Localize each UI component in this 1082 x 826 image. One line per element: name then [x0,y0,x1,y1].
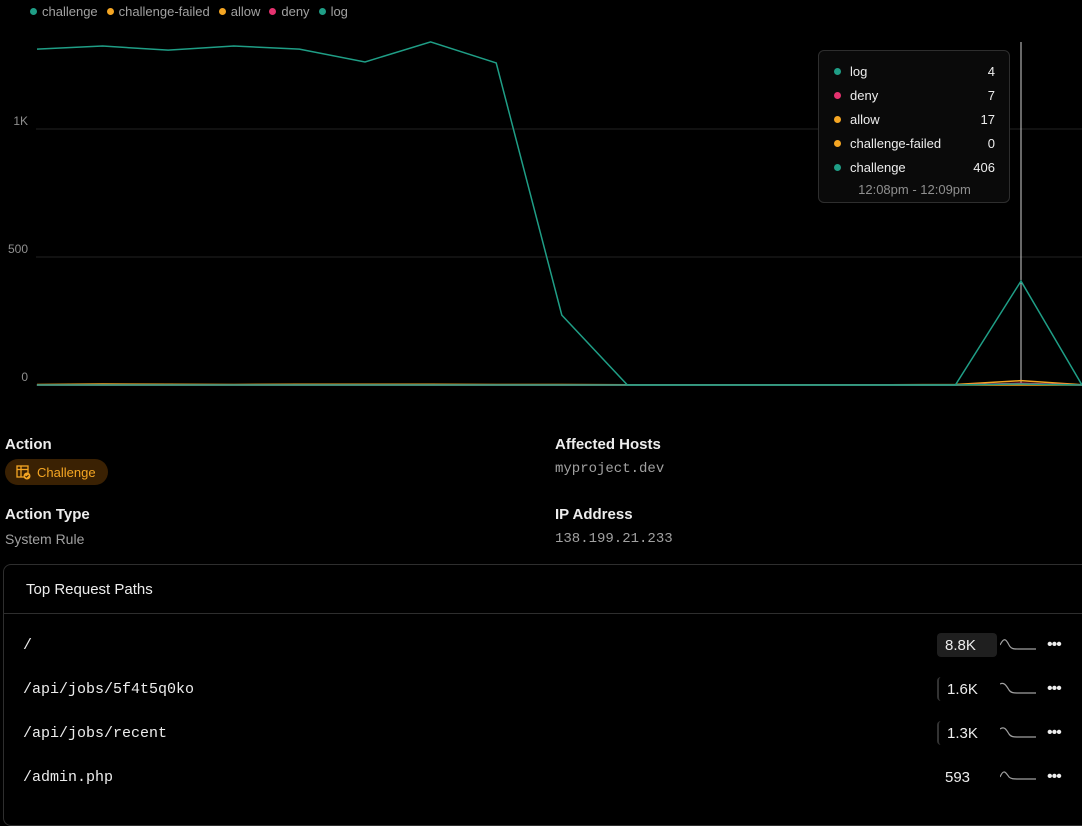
top-request-paths-panel: Top Request Paths / 8.8K ••• /api/jobs/5… [3,564,1082,826]
path-text[interactable]: / [23,636,33,654]
ip-label: IP Address [555,506,633,523]
path-row[interactable]: / 8.8K ••• [4,623,1082,667]
hosts-value: myproject.dev [555,461,665,477]
more-options-icon[interactable]: ••• [1047,768,1062,785]
tooltip-row: challenge 406 [834,155,995,179]
action-value: Challenge [37,464,96,480]
dot-icon [834,139,841,147]
dot-icon [834,115,841,123]
action-label: Action [5,436,52,453]
legend-item[interactable]: allow [218,4,261,19]
tooltip-row: challenge-failed 0 [834,131,995,155]
path-text[interactable]: /api/jobs/5f4t5q0ko [23,680,195,698]
dot-icon [218,8,226,15]
path-text[interactable]: /api/jobs/recent [23,724,168,742]
tooltip-value: 0 [987,135,995,151]
hosts-field: Affected Hosts myproject.dev [555,436,664,477]
legend-label: log [330,4,348,19]
legend-label: deny [281,4,310,19]
tooltip-row: deny 7 [834,83,995,107]
series-line-challenge [36,41,1082,386]
tooltip-time: 12:08pm - 12:09pm [858,182,971,197]
dot-icon [269,8,277,15]
path-text[interactable]: /admin.php [23,768,114,786]
ip-value: 138.199.21.233 [555,531,673,547]
more-options-icon[interactable]: ••• [1047,636,1062,653]
legend-item[interactable]: deny [269,4,310,19]
path-row[interactable]: /api/jobs/5f4t5q0ko 1.6K ••• [4,667,1082,711]
dot-icon [318,8,326,15]
path-count: 593 [945,768,971,786]
tooltip-value: 17 [980,111,995,127]
tooltip-value: 7 [987,87,995,103]
tooltip-series: allow [850,111,880,127]
sparkline [1000,639,1036,650]
sparkline [1000,771,1036,780]
dot-icon [834,163,841,171]
legend-label: allow [230,4,261,19]
tooltip-value: 406 [973,159,995,175]
dot-icon [30,8,37,15]
table-check-icon [16,464,31,479]
action-field: Action Challenge [5,436,108,485]
path-count: 1.3K [937,721,997,745]
chart-tooltip: log 4 deny 7 allow 17 challenge-failed 0 challen… [818,50,1010,203]
tooltip-value: 4 [987,63,995,79]
panel-title: Top Request Paths [4,565,1082,614]
tooltip-series: challenge [850,159,906,175]
legend-label: challenge [42,4,98,19]
tooltip-row: log 4 [834,59,995,83]
sparkline [1000,727,1036,738]
chart-legend: challenge challenge-failed allow deny lo… [30,4,348,19]
action-type-value: System Rule [5,531,85,547]
legend-item[interactable]: challenge [30,4,98,19]
tooltip-series: challenge-failed [850,135,942,151]
legend-item[interactable]: challenge-failed [106,4,210,19]
y-tick-label: 1K [13,114,28,128]
action-type-field: Action Type System Rule [5,506,90,547]
sparkline [1000,682,1036,694]
ip-field: IP Address 138.199.21.233 [555,506,673,547]
dot-icon [834,67,841,75]
tooltip-series: deny [850,87,879,103]
action-badge: Challenge [5,459,108,485]
y-tick-label: 500 [8,242,28,256]
more-options-icon[interactable]: ••• [1047,724,1062,741]
tooltip-row: allow 17 [834,107,995,131]
requests-chart[interactable]: 0 500 1K [0,0,1082,400]
more-options-icon[interactable]: ••• [1047,680,1062,697]
path-row[interactable]: /admin.php 593 ••• [4,755,1082,799]
path-row[interactable]: /api/jobs/recent 1.3K ••• [4,711,1082,755]
dot-icon [834,91,841,99]
y-tick-label: 0 [21,370,28,384]
legend-label: challenge-failed [118,4,210,19]
dot-icon [106,8,114,15]
path-count: 1.6K [937,677,997,701]
hosts-label: Affected Hosts [555,436,661,453]
legend-item[interactable]: log [318,4,348,19]
series-line-allow [36,379,1082,386]
action-type-label: Action Type [5,506,90,523]
tooltip-series: log [850,63,868,79]
path-count: 8.8K [937,633,997,657]
